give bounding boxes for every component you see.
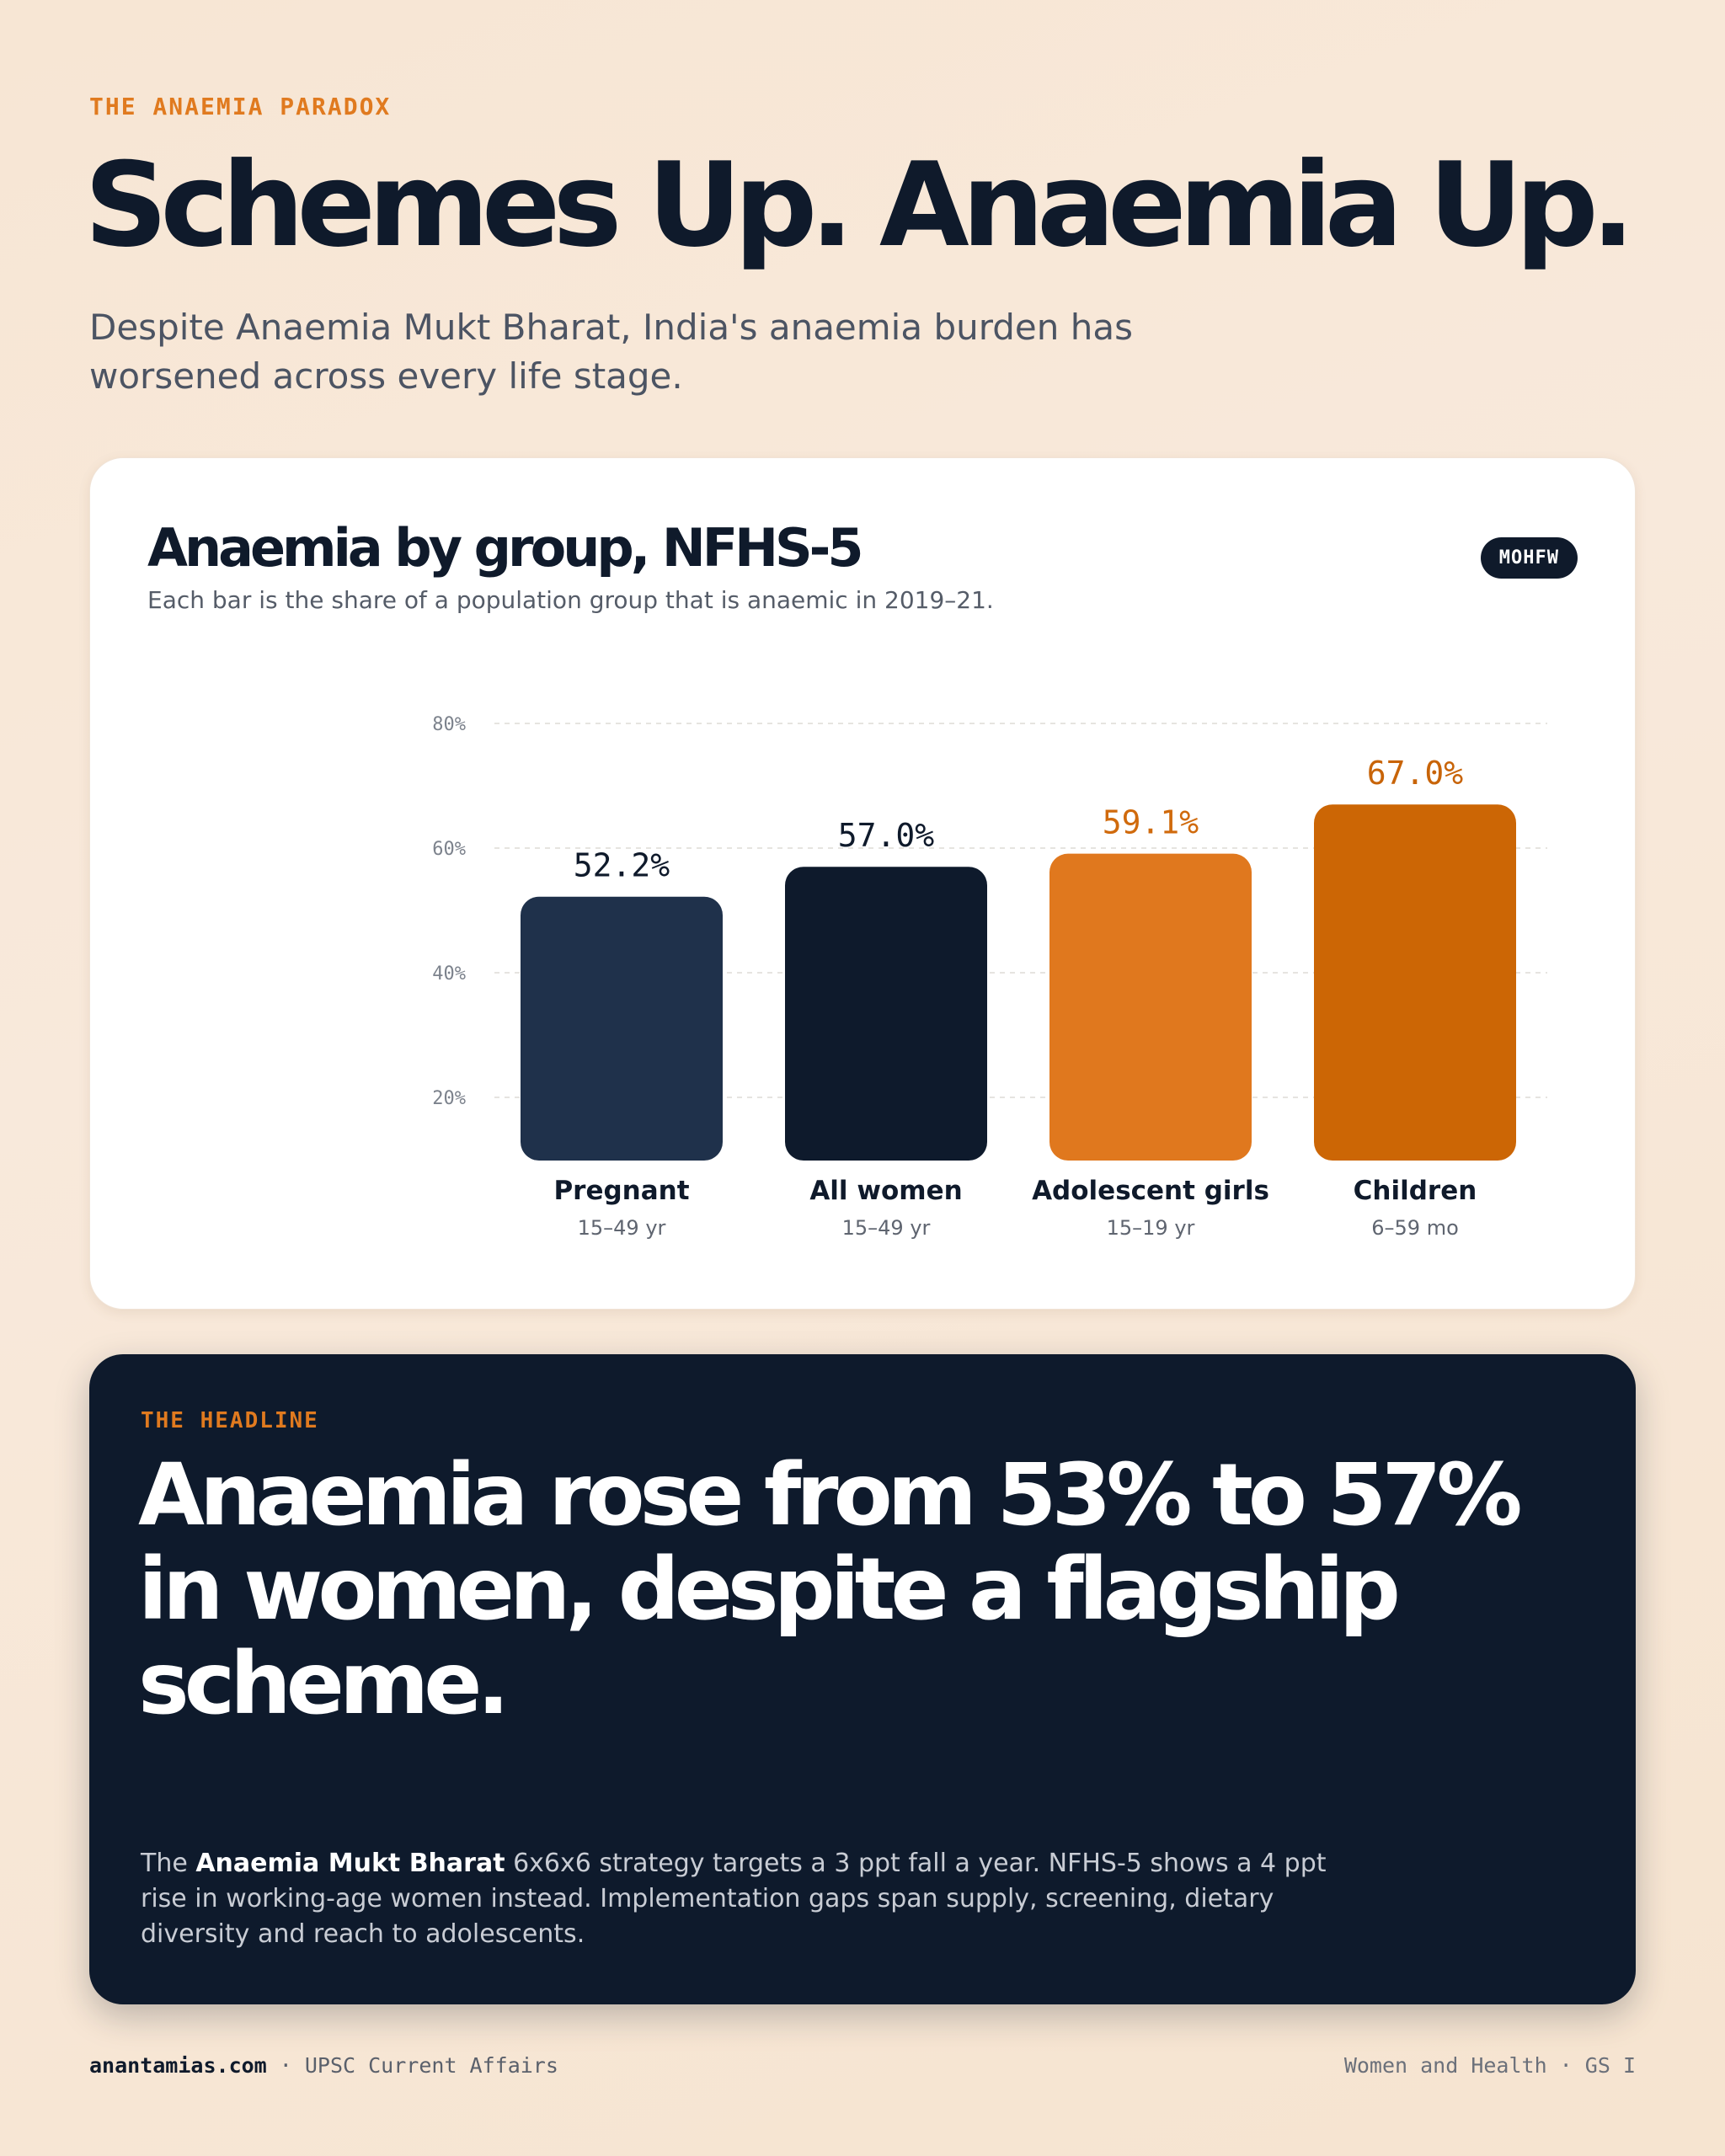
bar <box>1049 853 1252 1161</box>
headline-kicker: THE HEADLINE <box>141 1408 319 1433</box>
bar-value-label: 52.2% <box>574 847 670 884</box>
y-tick-label: 60% <box>432 839 466 860</box>
page-kicker: THE ANAEMIA PARADOX <box>89 93 392 120</box>
category-label: Children <box>1354 1176 1477 1206</box>
bar-value-label: 57.0% <box>838 817 935 854</box>
chart-card: Anaemia by group, NFHS-5 Each bar is the… <box>89 457 1636 1310</box>
bar-value-label: 59.1% <box>1103 804 1199 841</box>
headline-box: THE HEADLINE Anaemia rose from 53% to 57… <box>89 1354 1636 2004</box>
footer-separator: · <box>266 2053 305 2078</box>
category-sublabel: 15–19 yr <box>1107 1216 1195 1240</box>
bar <box>785 867 987 1161</box>
bar <box>1314 804 1516 1161</box>
category-label: Adolescent girls <box>1032 1176 1269 1206</box>
headline-text: Anaemia rose from 53% to 57% in women, d… <box>138 1445 1523 1734</box>
chart-subtitle: Each bar is the share of a population gr… <box>147 586 994 614</box>
y-tick-label: 20% <box>432 1088 466 1109</box>
category-label: All women <box>809 1176 962 1206</box>
source-badge: MOHFW <box>1480 537 1578 579</box>
y-tick-label: 80% <box>432 714 466 735</box>
chart-title: Anaemia by group, NFHS-5 <box>147 517 864 579</box>
footer-tag: Women and Health · GS I <box>1343 2053 1636 2078</box>
y-tick-label: 40% <box>432 963 466 985</box>
bar-chart: 20% 40% 60% 80% 52.2% Pregnant 15–49 yr 57.0% Al… <box>432 714 1547 1240</box>
headline-body: The Anaemia Mukt Bharat 6x6x6 strategy t… <box>141 1846 1354 1952</box>
body-rest: 6x6x6 strategy targets a 3 ppt fall a ye… <box>141 1849 1327 1949</box>
footer-section: UPSC Current Affairs <box>304 2053 558 2078</box>
bar <box>521 896 723 1161</box>
bar-value-label: 67.0% <box>1367 755 1464 792</box>
category-sublabel: 6–59 mo <box>1371 1216 1459 1240</box>
footer-left: anantamias.com · UPSC Current Affairs <box>89 2053 558 2078</box>
page-subtitle: Despite Anaemia Mukt Bharat, India's ana… <box>89 307 1133 397</box>
body-prefix: The <box>141 1849 196 1878</box>
category-sublabel: 15–49 yr <box>578 1216 666 1240</box>
category-sublabel: 15–49 yr <box>842 1216 931 1240</box>
body-emphasis: Anaemia Mukt Bharat <box>195 1849 505 1878</box>
category-label: Pregnant <box>553 1176 689 1206</box>
page-title: Schemes Up. Anaemia Up. <box>84 137 1635 273</box>
footer-site-link[interactable]: anantamias.com <box>89 2053 267 2078</box>
